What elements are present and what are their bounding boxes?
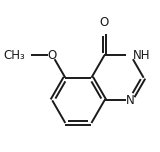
Text: N: N	[126, 94, 135, 107]
Text: NH: NH	[133, 49, 150, 62]
Text: O: O	[48, 49, 57, 62]
Text: CH₃: CH₃	[3, 49, 25, 62]
Text: O: O	[100, 16, 109, 29]
